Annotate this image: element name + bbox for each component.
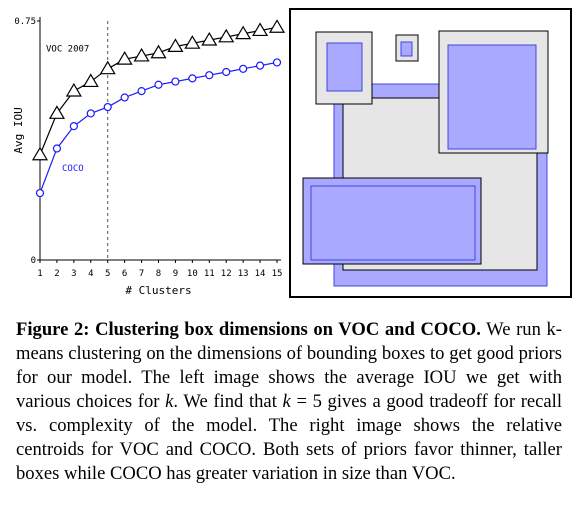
y-tick-label: 0.75 [14,17,36,27]
voc-point-marker [268,19,286,33]
centroid-boxes-svg [289,8,572,298]
x-tick-label: 10 [187,269,198,279]
caption-label: Figure 2: [16,319,90,340]
caption-var-k2: k [282,391,291,412]
x-tick-label: 14 [255,269,266,279]
voc-point-marker [65,82,82,97]
series-label-coco: COCO [62,164,84,174]
coco-point-marker [255,61,265,70]
voc-point-marker [48,105,65,119]
voc-point-marker [201,31,218,46]
voc-point-marker [82,73,99,88]
voc-point-marker [218,28,235,43]
x-tick-label: 1 [37,269,42,279]
caption-text-2: . We find that [173,391,283,412]
voc-point-marker [150,44,167,59]
x-tick-label: 15 [272,269,283,279]
coco-small-box [400,41,413,57]
chart-svg: 1 2 3 4 5 6 7 8 9 10 11 12 13 14 150.750# ClustersAvg … [12,17,286,297]
voc-point-marker [167,38,184,52]
voc-point-marker [116,51,133,65]
coco-point-marker [103,102,112,112]
x-tick-label: 12 [221,269,232,279]
coco-point-marker [35,188,45,198]
coco-medium-box [326,42,363,92]
coco-point-marker [120,93,129,102]
x-tick-label: 11 [204,269,215,279]
x-tick-label: 8 [156,269,161,279]
caption-title: Clustering box dimensions on VOC and COC… [95,319,481,340]
coco-point-marker [69,122,78,131]
x-tick-label: 4 [88,269,93,279]
voc-point-marker [99,60,116,75]
coco-point-marker [154,80,163,89]
coco-point-marker [188,74,197,83]
coco-point-marker [171,77,180,86]
coco-point-marker [222,67,231,77]
voc-point-marker [133,47,150,62]
voc-point-marker [184,35,201,49]
coco-point-marker [52,144,62,153]
x-tick-label: 2 [54,269,59,279]
coco-wide-inner-box [310,185,476,261]
voc-point-marker [235,25,252,40]
x-tick-label: 3 [71,269,76,279]
y-axis-label: Avg IOU [12,107,25,153]
centroid-boxes-figure [289,8,572,298]
x-tick-label: 7 [139,269,144,279]
caption-text-3: = 5 gives a good tradeoff for recall vs.… [16,391,562,484]
coco-point-marker [205,71,214,80]
caption-var-k1: k [165,391,174,412]
iou-vs-clusters-chart: 1 2 3 4 5 6 7 8 9 10 11 12 13 14 15 0.75 0 # Clusters Avg … [0,0,290,305]
series-label-voc: VOC 2007 [46,44,89,54]
x-tick-label: 9 [173,269,178,279]
caption-text-1: We run k-means clustering on the dimensi… [16,319,562,412]
voc-point-marker [252,22,269,37]
coco-point-marker [272,58,282,67]
coco-tall-box [447,44,537,150]
x-tick-label: 13 [238,269,249,279]
x-tick-label: 6 [122,269,127,279]
figure-caption: Figure 2: Clustering box dimensions on V… [16,318,562,486]
coco-point-marker [239,64,248,73]
coco-point-marker [86,109,95,118]
coco-point-marker [137,87,146,96]
x-axis-label: # Clusters [125,284,191,297]
y-tick-label: 0 [31,256,36,266]
voc-point-marker [31,146,49,161]
x-tick-label: 5 [105,269,110,279]
